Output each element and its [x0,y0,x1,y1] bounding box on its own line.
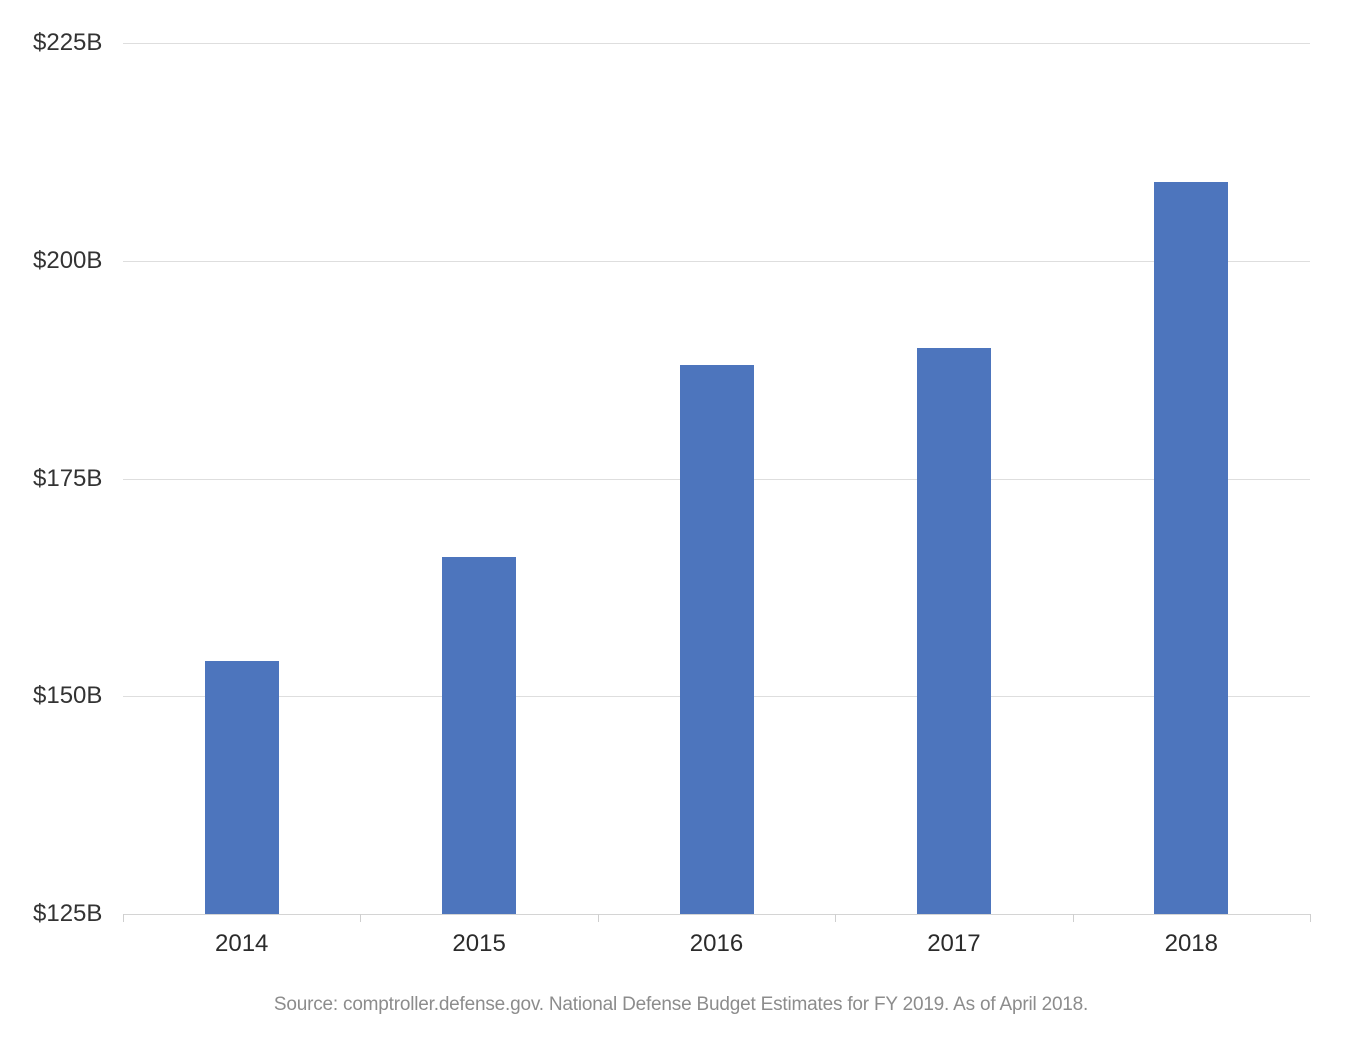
y-axis-label-175: $175B [33,464,103,492]
x-axis-line [123,914,1310,915]
x-axis-boundary-tick [835,914,837,922]
gridline-225 [123,43,1310,44]
x-axis-label-2016: 2016 [689,930,744,957]
y-axis-label-225: $225B [33,29,103,56]
y-axis-label-125: $125B [33,900,103,927]
y-axis-label-200: $200B [33,246,103,274]
bar-2015 [442,556,517,914]
x-axis-label-2015: 2015 [452,930,506,957]
x-axis-boundary-tick [1072,914,1074,922]
bar-2016 [679,365,754,914]
x-axis-boundary-tick [1310,914,1311,922]
bar-2018 [1154,182,1229,914]
x-axis-label-2017: 2017 [927,930,981,957]
bar-2014 [204,661,279,914]
source-note: Source: comptroller.defense.gov. Nationa… [273,994,1089,1015]
x-axis-label-2014: 2014 [214,930,269,957]
plot-area [123,43,1311,922]
x-axis-boundary-tick [360,914,362,922]
x-axis-boundary-tick [597,914,599,922]
bar-2017 [916,347,991,914]
x-axis-label-2018: 2018 [1164,930,1218,957]
gridline-200 [123,260,1310,262]
y-axis-label-150: $150B [33,682,103,710]
x-axis-boundary-tick [123,914,124,922]
